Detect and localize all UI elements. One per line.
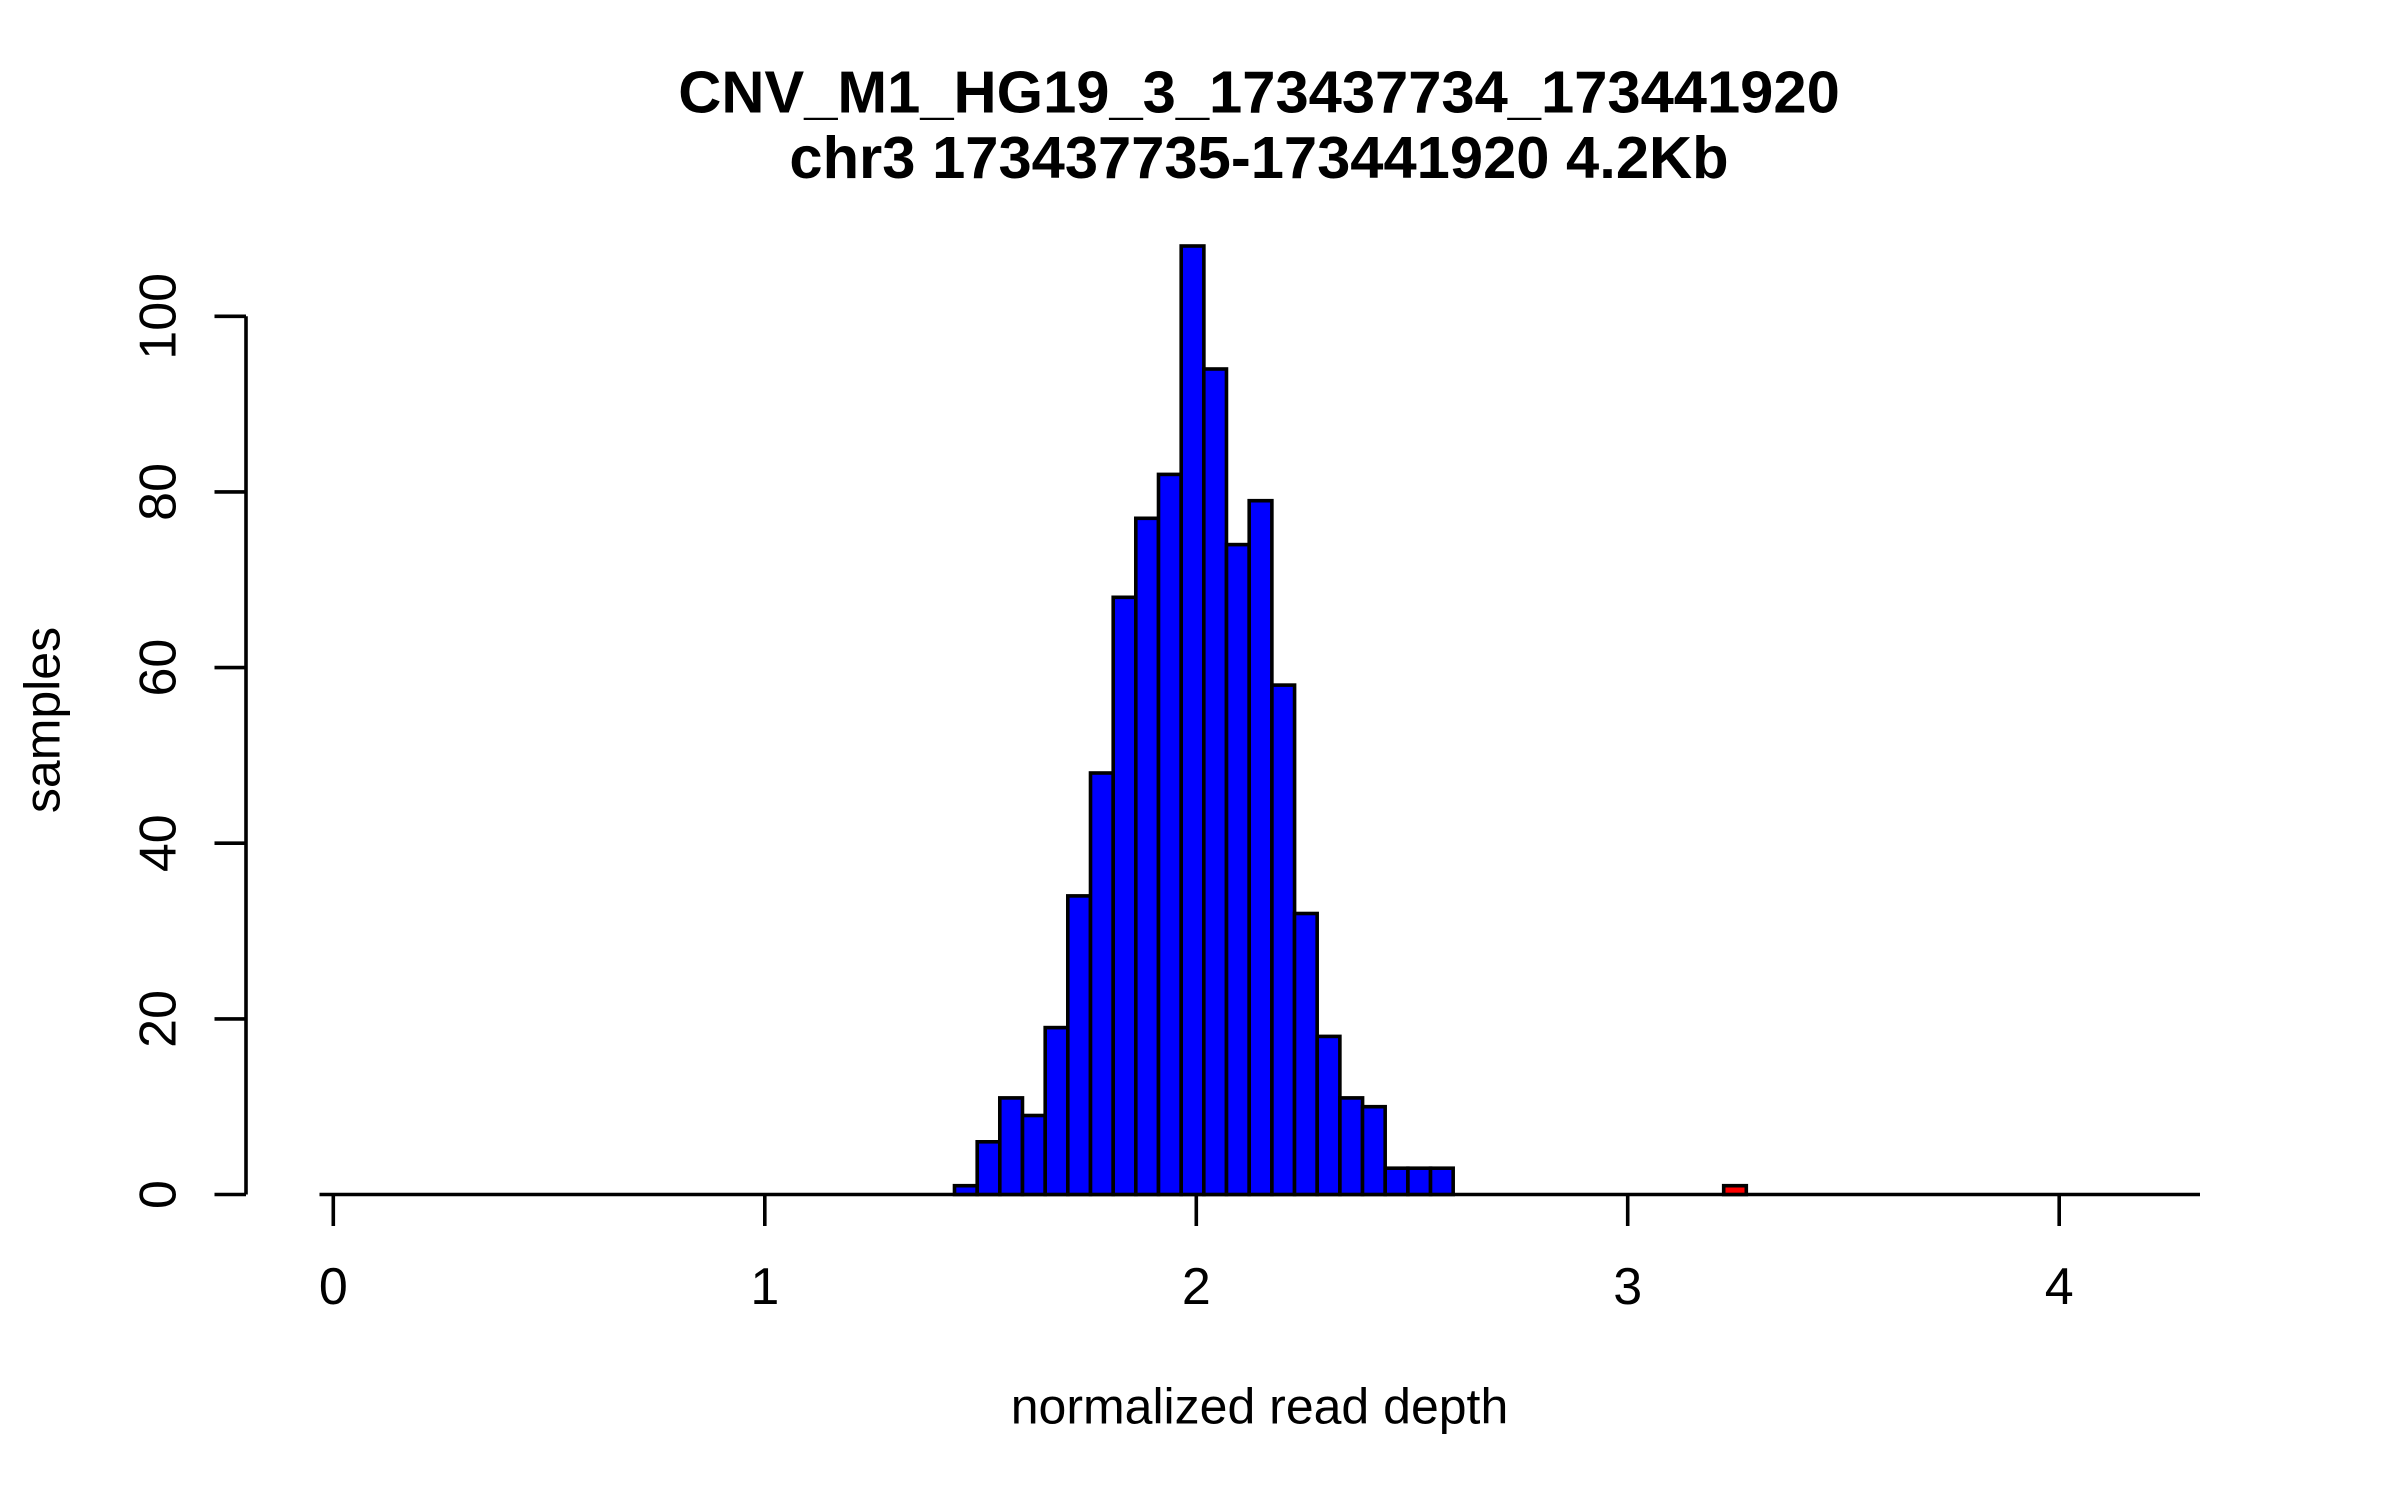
svg-text:100: 100 bbox=[130, 273, 188, 360]
svg-text:0: 0 bbox=[319, 1258, 348, 1316]
svg-text:chr3 173437735-173441920 4.2Kb: chr3 173437735-173441920 4.2Kb bbox=[789, 124, 1728, 191]
svg-text:20: 20 bbox=[130, 990, 188, 1048]
svg-text:samples: samples bbox=[15, 627, 71, 813]
svg-text:60: 60 bbox=[130, 639, 188, 697]
svg-text:40: 40 bbox=[130, 814, 188, 872]
svg-text:normalized read depth: normalized read depth bbox=[1011, 1379, 1509, 1435]
svg-text:2: 2 bbox=[1182, 1258, 1211, 1316]
svg-text:1: 1 bbox=[750, 1258, 779, 1316]
svg-text:CNV_M1_HG19_3_173437734_173441: CNV_M1_HG19_3_173437734_173441920 bbox=[678, 59, 1840, 126]
svg-text:0: 0 bbox=[130, 1180, 188, 1209]
svg-text:4: 4 bbox=[2045, 1258, 2074, 1316]
svg-text:80: 80 bbox=[130, 463, 188, 521]
svg-text:3: 3 bbox=[1613, 1258, 1642, 1316]
